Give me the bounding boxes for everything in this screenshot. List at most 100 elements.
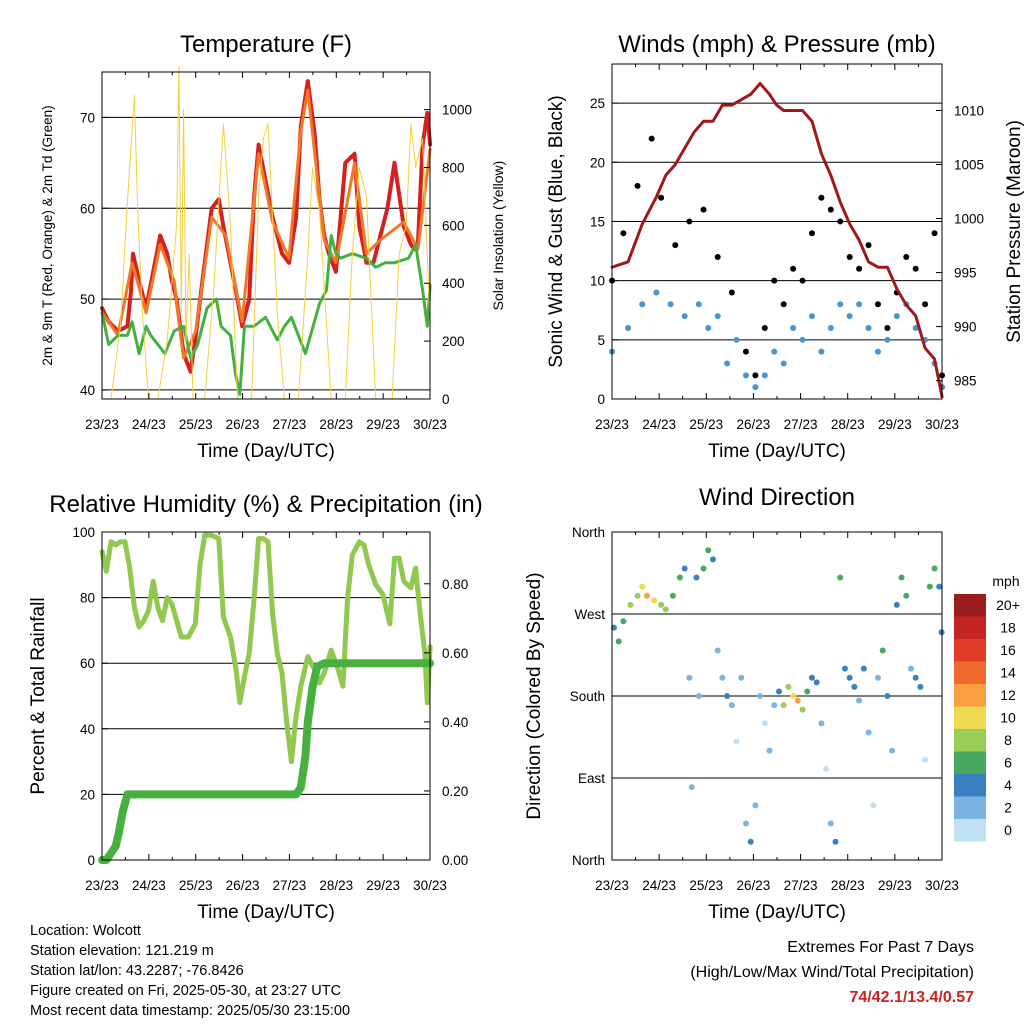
y-tick-label: 0 xyxy=(597,392,605,407)
x-tick-label: 23/23 xyxy=(595,878,629,893)
direction-point xyxy=(627,601,634,608)
direction-point xyxy=(874,674,881,681)
direction-point xyxy=(907,665,914,672)
series-1-point xyxy=(752,384,759,391)
colorbar-label: 10 xyxy=(1000,710,1016,726)
chart-title: Temperature (F) xyxy=(180,31,352,58)
chart-title: Relative Humidity (%) & Precipitation (i… xyxy=(49,491,482,518)
colorbar-swatch xyxy=(954,729,986,752)
direction-point xyxy=(669,592,676,599)
series-1-point xyxy=(724,360,731,367)
recent-timestamp: Most recent data timestamp: 2025/05/30 2… xyxy=(30,1003,351,1019)
direction-point xyxy=(917,683,924,690)
direction-point xyxy=(719,674,726,681)
plot-frame xyxy=(611,63,943,400)
series-2-point xyxy=(912,265,919,272)
y-tick-label: 70 xyxy=(80,110,95,125)
colorbar-swatch xyxy=(954,706,986,729)
extremes-panel: Extremes For Past 7 Days (High/Low/Max W… xyxy=(690,935,974,1010)
direction-point xyxy=(790,693,797,699)
y-tick-label: 0 xyxy=(87,853,95,868)
series-1-line xyxy=(100,79,433,374)
x-tick-label: 26/23 xyxy=(737,417,771,432)
series-2-point xyxy=(742,348,749,355)
colorbar-label: 8 xyxy=(1004,732,1012,748)
series-3-line xyxy=(100,234,432,396)
y-right-tick-label: 985 xyxy=(954,374,977,389)
direction-point xyxy=(658,601,665,608)
direction-point xyxy=(818,720,825,727)
series-1-point xyxy=(761,372,768,379)
series-2-point xyxy=(818,194,825,201)
x-tick-label: 30/23 xyxy=(925,878,959,893)
direction-point xyxy=(898,574,905,581)
direction-point xyxy=(851,683,858,690)
x-tick-label: 30/23 xyxy=(413,417,447,432)
x-tick-label: 23/23 xyxy=(595,417,629,432)
series-1-point xyxy=(714,313,721,320)
direction-point xyxy=(705,547,712,554)
x-tick-label: 24/23 xyxy=(132,417,166,432)
direction-point xyxy=(889,747,896,754)
x-tick-label: 25/23 xyxy=(689,878,723,893)
series-1-point xyxy=(893,313,900,320)
direction-point xyxy=(676,574,683,581)
x-tick-label: 26/23 xyxy=(226,417,260,432)
series-1-point xyxy=(705,324,712,331)
series-1-point xyxy=(695,301,702,308)
series-1-point xyxy=(667,301,674,308)
extremes-values: 74/42.1/13.4/0.57 xyxy=(849,989,974,1006)
y-axis-label: Direction (Colored By Speed) xyxy=(524,572,545,819)
series-1-point xyxy=(874,348,881,355)
direction-point xyxy=(643,592,650,599)
chart-panel-3 xyxy=(98,531,435,864)
colorbar-swatch xyxy=(954,661,986,684)
station-elevation: Station elevation: 121.219 m xyxy=(30,943,214,959)
y-tick-label: 5 xyxy=(597,333,605,348)
direction-point xyxy=(724,693,731,699)
series-1-point xyxy=(827,324,834,331)
series-1-point xyxy=(808,313,815,320)
series-2-point xyxy=(761,324,768,331)
series-1-point xyxy=(865,324,872,331)
direction-point xyxy=(766,747,773,754)
x-tick-label: 29/23 xyxy=(366,878,400,893)
series-2-point xyxy=(837,218,844,225)
colorbar-swatch xyxy=(954,616,986,639)
direction-point xyxy=(615,638,622,645)
y-right-tick-label: 0.40 xyxy=(442,715,468,730)
x-axis-label: Time (Day/UTC) xyxy=(708,902,846,923)
series-2-point xyxy=(790,265,797,272)
series-2-point xyxy=(884,324,891,331)
series-1-point xyxy=(733,336,740,343)
colorbar-label: 12 xyxy=(1000,687,1016,703)
direction-point xyxy=(865,729,872,736)
y-tick-label: 10 xyxy=(590,274,605,289)
y-right-tick-label: 990 xyxy=(954,320,977,335)
x-tick-label: 29/23 xyxy=(366,417,400,432)
y-tick-label: 20 xyxy=(80,787,95,802)
series-2-point xyxy=(780,301,787,308)
y-tick-label: East xyxy=(578,771,605,786)
series-1-line xyxy=(99,532,433,765)
direction-point xyxy=(771,702,778,709)
x-tick-label: 30/23 xyxy=(413,878,447,893)
direction-point xyxy=(733,738,740,745)
series-1-point xyxy=(799,336,806,343)
colorbar-label: 2 xyxy=(1004,800,1012,816)
direction-point xyxy=(634,592,641,599)
direction-point xyxy=(775,688,782,695)
y-tick-label: South xyxy=(570,689,605,704)
x-tick-label: 23/23 xyxy=(85,417,119,432)
direction-point xyxy=(827,820,834,827)
series-2-point xyxy=(865,242,872,249)
x-tick-label: 28/23 xyxy=(831,417,865,432)
x-tick-label: 25/23 xyxy=(179,878,213,893)
series-2-point xyxy=(700,206,707,213)
x-axis-label: Time (Day/UTC) xyxy=(708,441,846,462)
series-2-point xyxy=(686,218,693,225)
direction-point xyxy=(879,647,886,654)
station-latlon: Station lat/lon: 43.2287; -76.8426 xyxy=(30,963,244,979)
x-tick-label: 27/23 xyxy=(784,878,818,893)
